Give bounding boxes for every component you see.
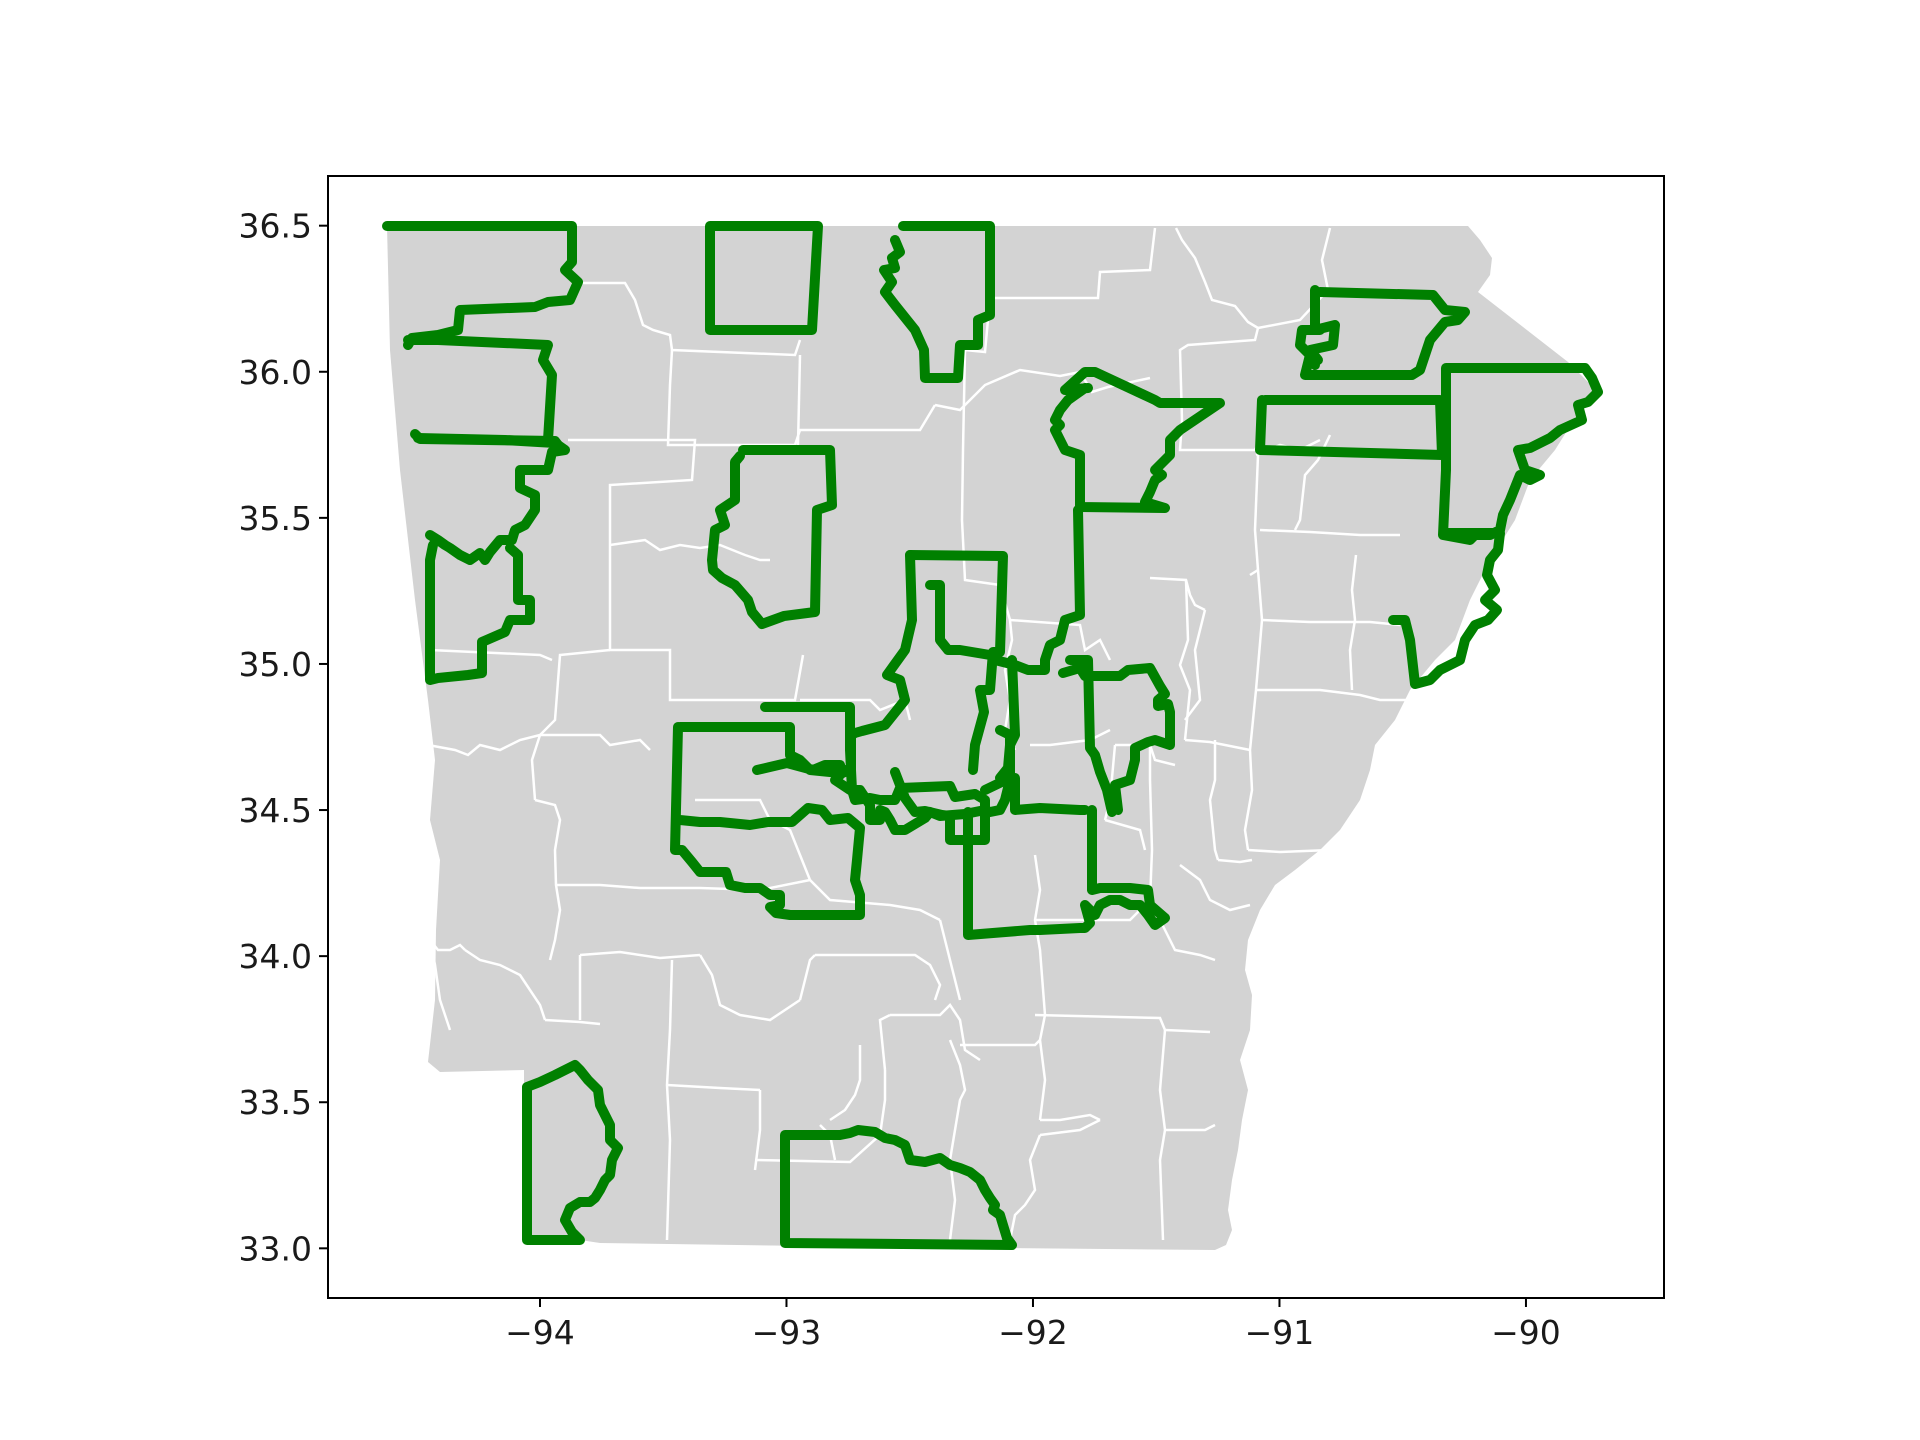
y-axis: 33.0 33.5 34.0 34.5 35.0 35.5 36.0 36.5	[239, 207, 328, 1268]
county-outline-conway-faulkner	[1058, 663, 1175, 815]
y-tick-label: 33.0	[239, 1229, 312, 1268]
x-tick-label: −94	[505, 1313, 575, 1352]
county-outline-newton	[707, 445, 837, 629]
county-outline-sebastian	[425, 540, 535, 685]
y-tick-label: 34.5	[239, 791, 312, 830]
highlighted-counties	[382, 221, 1603, 1250]
x-tick-label: −92	[998, 1313, 1068, 1352]
y-tick-label: 33.5	[239, 1083, 312, 1122]
x-tick-label: −90	[1491, 1313, 1561, 1352]
x-axis: −94 −93 −92 −91 −90	[505, 1298, 1561, 1352]
county-outline-searcy-van-buren	[925, 505, 1085, 675]
county-outline-columbia	[780, 1125, 1017, 1250]
x-tick-label: −93	[752, 1313, 822, 1352]
county-outline-stone-izard	[1050, 367, 1225, 513]
axes-frame	[327, 175, 1665, 1299]
county-outline-lonoke	[1065, 655, 1117, 817]
county-outline-clark-garland	[963, 805, 1170, 940]
county-outline-crawford	[413, 433, 570, 565]
county-outline-montgomery	[670, 722, 865, 920]
county-outline-randolph	[1295, 287, 1470, 380]
state-shape	[387, 226, 1598, 1250]
county-outline-carroll	[705, 221, 823, 335]
county-outline-little-river	[522, 1060, 623, 1245]
county-outline-boone-marion	[879, 221, 995, 383]
y-tick-label: 35.5	[239, 499, 312, 538]
y-tick-label: 36.0	[239, 353, 312, 392]
y-tick-label: 36.5	[239, 207, 312, 246]
y-tick-label: 34.0	[239, 937, 312, 976]
y-tick-label: 35.0	[239, 645, 312, 684]
county-outline-pope	[905, 550, 1008, 775]
x-tick-label: −91	[1245, 1313, 1315, 1352]
county-outline-craighead	[1388, 528, 1505, 689]
county-outline-garland-hot-spring	[675, 722, 1015, 835]
